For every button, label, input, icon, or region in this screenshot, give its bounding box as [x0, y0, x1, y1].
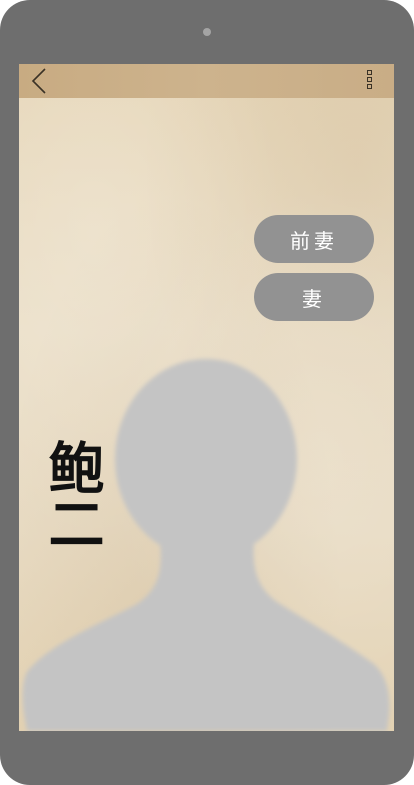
top-bar [19, 64, 394, 98]
menu-button[interactable] [367, 70, 372, 94]
relation-button-wife[interactable]: 妻 [254, 273, 374, 321]
relation-label: 前妻 [290, 228, 338, 253]
chevron-left-icon [31, 68, 46, 94]
menu-square-icon [367, 70, 372, 75]
screen: 前妻 妻 鲍二 [19, 64, 394, 731]
profile-name: 鲍二 [39, 439, 105, 551]
person-silhouette-icon [22, 359, 390, 731]
menu-square-icon [367, 77, 372, 82]
menu-square-icon [367, 84, 372, 89]
back-button[interactable] [29, 67, 53, 95]
relation-button-former-wife[interactable]: 前妻 [254, 215, 374, 263]
relation-label: 妻 [302, 286, 326, 311]
camera-dot [203, 28, 211, 36]
